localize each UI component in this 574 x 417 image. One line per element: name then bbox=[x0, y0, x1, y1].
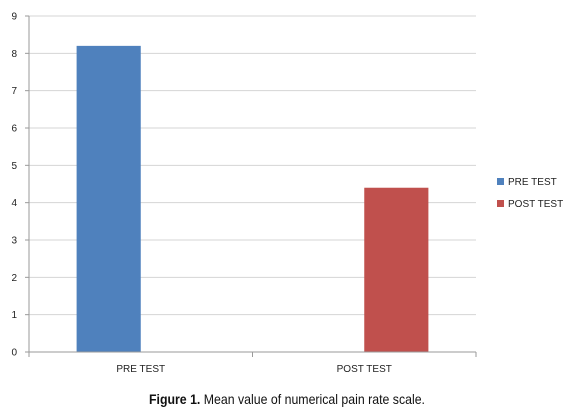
y-tick-label: 8 bbox=[11, 49, 17, 60]
y-tick-label: 0 bbox=[11, 348, 17, 359]
x-tick-label: PRE TEST bbox=[116, 364, 165, 375]
y-tick-label: 6 bbox=[11, 124, 17, 135]
bar-pre-test bbox=[76, 45, 141, 352]
legend-swatch bbox=[497, 200, 504, 207]
y-tick-label: 5 bbox=[11, 161, 17, 172]
bar-chart: 0 1 2 3 4 5 6 7 8 9 PRE TEST POST TEST PRE TEST POST… bbox=[11, 12, 563, 376]
legend-entry-label: PRE TEST bbox=[508, 177, 557, 188]
y-tick-label: 3 bbox=[11, 236, 17, 247]
legend-entry-label: POST TEST bbox=[508, 199, 563, 210]
legend-swatch bbox=[497, 178, 504, 185]
y-tick-label: 1 bbox=[11, 310, 17, 321]
bars bbox=[76, 45, 429, 352]
y-tick-label: 4 bbox=[11, 198, 17, 209]
y-tick-label: 9 bbox=[11, 12, 17, 23]
figure-caption: Figure 1. Mean value of numerical pain r… bbox=[34, 391, 539, 407]
caption-label: Figure 1. bbox=[149, 391, 201, 407]
legend: PRE TEST POST TEST bbox=[497, 177, 563, 210]
tick-labels: 0 1 2 3 4 5 6 7 8 9 PRE TEST POST TEST bbox=[11, 12, 391, 376]
x-tick-label: POST TEST bbox=[337, 364, 392, 375]
y-tick-label: 7 bbox=[11, 86, 17, 97]
bar-post-test bbox=[364, 187, 429, 352]
caption-text: Mean value of numerical pain rate scale. bbox=[203, 391, 425, 407]
y-tick-label: 2 bbox=[11, 273, 17, 284]
axes bbox=[25, 15, 477, 357]
